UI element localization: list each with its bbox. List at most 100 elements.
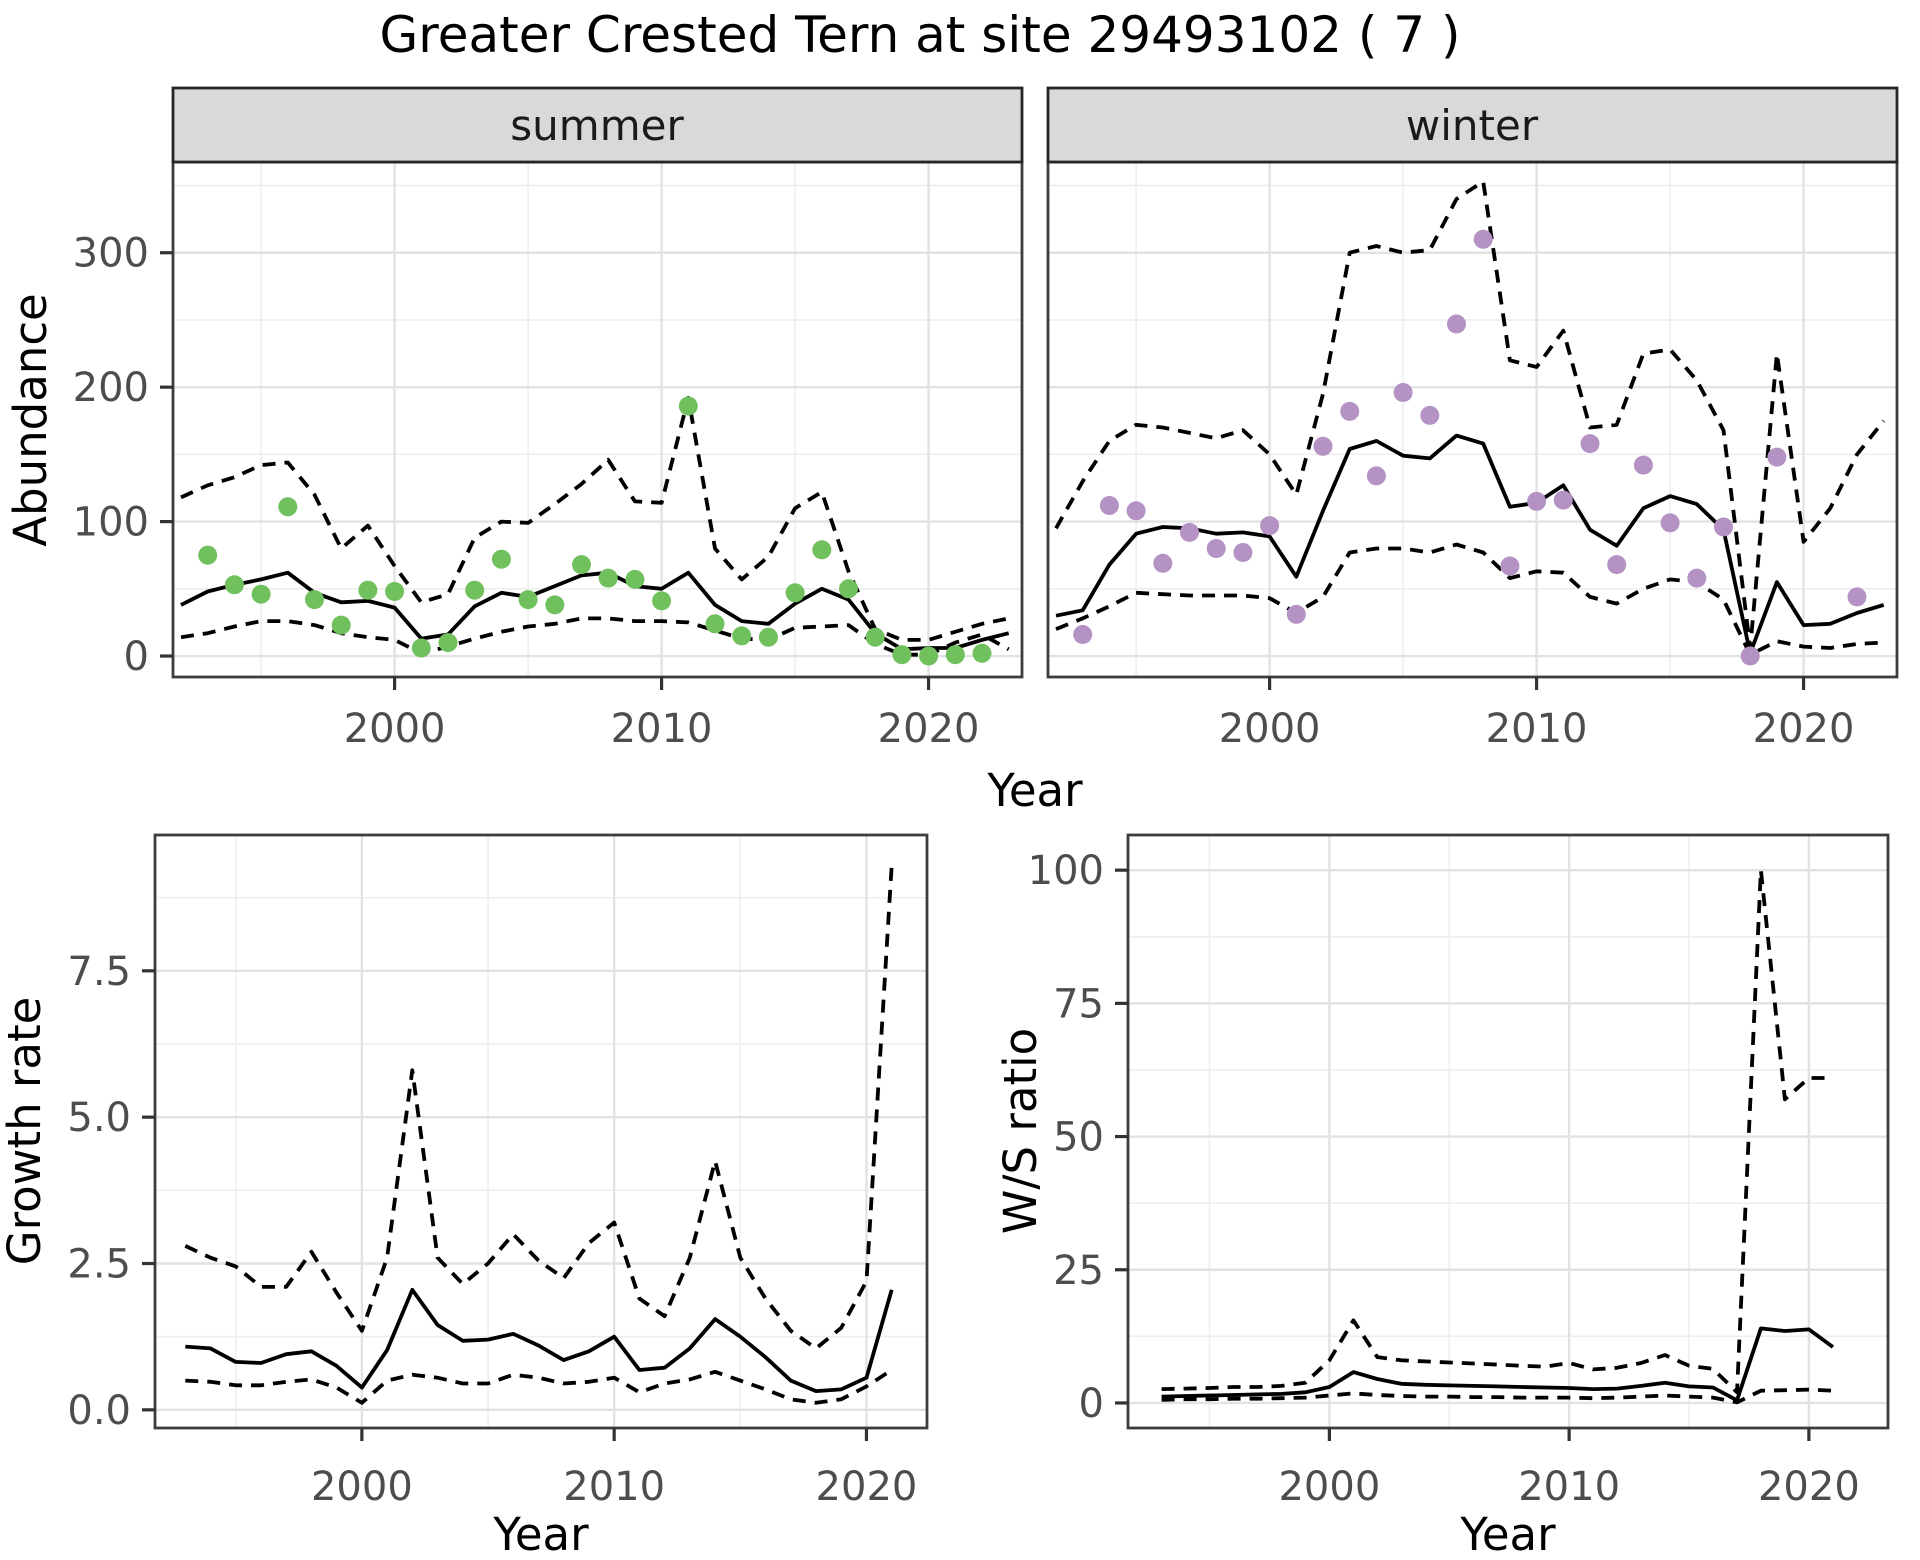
x-axis-title-top: Year (986, 764, 1083, 817)
data-point (1366, 466, 1386, 486)
data-point (278, 497, 298, 517)
data-point (1740, 646, 1760, 666)
data-point (1553, 490, 1573, 510)
panel-border (1126, 833, 1890, 1430)
data-point (1286, 604, 1306, 624)
series-median-line (185, 1287, 894, 1393)
panel-background (173, 162, 1022, 677)
data-point (1126, 501, 1146, 521)
data-point (785, 583, 805, 603)
data-point (331, 615, 351, 635)
data-point (251, 584, 271, 604)
data-point (598, 568, 618, 588)
y-tick-label: 75 (1053, 981, 1104, 1027)
series-lower_ci-line (185, 1368, 893, 1405)
panel-ws-ratio: 2000 2010 2020 0 25 50 75 100 (1028, 833, 1890, 1510)
x-tick-label: 2010 (1518, 1464, 1620, 1510)
panel-border (153, 833, 929, 1430)
data-point (1340, 401, 1360, 421)
x-tick-label: 2020 (816, 1464, 918, 1510)
data-point (1527, 491, 1547, 511)
data-point (545, 595, 565, 615)
data-point (358, 580, 378, 600)
panel-growth-rate: 2000 2010 2020 0.0 2.5 5.0 7.5 (67, 833, 929, 1510)
series-upper_ci-line (184, 865, 894, 1351)
data-point (1687, 568, 1707, 588)
data-point (1660, 513, 1680, 533)
data-point (1847, 587, 1867, 607)
data-point (1607, 555, 1627, 575)
data-point (919, 646, 939, 666)
data-point (198, 545, 218, 565)
panel-summer-abundance: 2000 2010 2020 0 100 200 300 (73, 160, 1024, 752)
y-tick-label: 0 (1079, 1381, 1104, 1427)
data-point (1206, 539, 1226, 558)
x-tick-label: 2000 (344, 706, 446, 752)
data-point (491, 549, 511, 569)
facet-strip-summer (171, 86, 1024, 164)
facet-strip-summer-label: summer (510, 101, 684, 150)
x-tick-label: 2000 (311, 1464, 413, 1510)
data-point (1313, 436, 1333, 456)
y-tick-label: 200 (73, 365, 149, 411)
data-point (1500, 556, 1520, 576)
data-point (1447, 314, 1466, 334)
x-tick-label: 2010 (1486, 706, 1588, 752)
series-upper_ci-line (1161, 868, 1833, 1395)
series-upper_ci-line (1054, 179, 1886, 650)
data-point (1153, 553, 1173, 573)
y-tick-label: 25 (1053, 1248, 1104, 1294)
data-point (625, 569, 645, 589)
data-point (411, 638, 431, 658)
y-tick-label: 2.5 (67, 1242, 131, 1288)
data-point (678, 396, 698, 416)
series-upper_ci-line (180, 395, 1010, 642)
data-point (1180, 522, 1199, 542)
x-tick-label: 2020 (1758, 1464, 1860, 1510)
x-tick-label: 2020 (878, 706, 980, 752)
data-point (305, 590, 324, 610)
figure-title: Greater Crested Tern at site 29493102 ( … (379, 6, 1460, 64)
data-point (865, 627, 885, 647)
data-point (1473, 229, 1493, 249)
data-point (438, 633, 458, 653)
y-tick-label: 300 (73, 231, 149, 277)
data-point (839, 579, 858, 599)
y-axis-title-ws-ratio: W/S ratio (994, 1028, 1047, 1234)
panel-background (1048, 162, 1897, 677)
x-axis-title-bottom-right: Year (1459, 1508, 1556, 1560)
data-point (1099, 496, 1119, 515)
data-point (758, 627, 778, 647)
data-point (652, 591, 672, 611)
y-tick-label: 0 (124, 634, 149, 680)
y-tick-label: 100 (73, 500, 149, 546)
series-lower_ci-line (1161, 1387, 1833, 1405)
data-point (224, 575, 244, 595)
data-point (1233, 543, 1253, 562)
y-tick-label: 0.0 (67, 1388, 131, 1434)
data-point (1393, 383, 1413, 402)
data-point (1633, 455, 1653, 475)
x-tick-label: 2000 (1278, 1464, 1380, 1510)
panel-background (155, 835, 927, 1428)
observed-counts-winter-group (1073, 229, 1867, 666)
data-point (1420, 405, 1440, 425)
y-tick-label: 50 (1053, 1115, 1104, 1161)
y-axis-title-abundance: Abundance (4, 293, 57, 546)
x-axis-title-bottom-left: Year (492, 1508, 589, 1560)
observed-counts-summer-group (198, 396, 992, 666)
data-point (465, 580, 485, 600)
panel-winter-abundance: 2000 2010 2020 (1046, 160, 1899, 752)
facet-strip-winter-label: winter (1406, 101, 1539, 150)
x-tick-label: 2000 (1219, 706, 1321, 752)
data-point (705, 614, 725, 634)
y-tick-label: 100 (1028, 848, 1104, 894)
data-point (518, 590, 538, 610)
y-tick-label: 7.5 (67, 949, 131, 995)
series-lower_ci-line (1055, 542, 1884, 657)
data-point (1714, 517, 1733, 537)
data-point (812, 540, 832, 560)
data-point (892, 645, 912, 665)
y-axis-title-growth-rate: Growth rate (0, 997, 51, 1266)
